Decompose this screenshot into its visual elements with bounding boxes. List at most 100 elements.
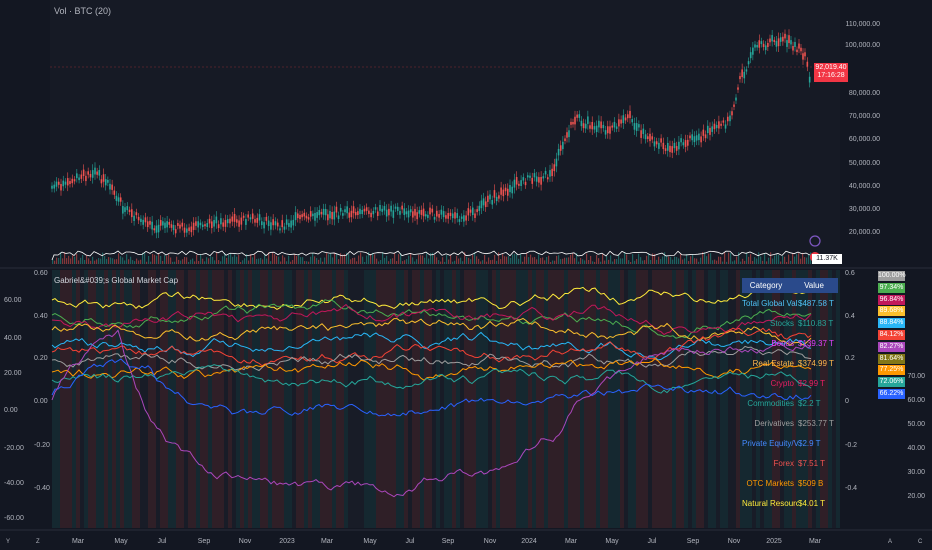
trend-stripe [272, 270, 276, 528]
alert-icon [809, 235, 821, 247]
candle [495, 196, 498, 202]
candle [689, 135, 691, 139]
volume-bar [690, 256, 692, 264]
mid-axis-label: -0.20 [34, 442, 50, 449]
table-row: Bonds $139.37 T [742, 333, 838, 353]
candle [69, 181, 71, 185]
time-axis-label: 2025 [766, 538, 782, 545]
volume-bar [646, 255, 648, 264]
candle [107, 179, 109, 183]
trend-stripe [368, 270, 372, 528]
candle [529, 175, 531, 178]
candle [270, 222, 272, 230]
volume-bar [778, 254, 780, 264]
volume-bar [764, 253, 766, 264]
trend-stripe [228, 270, 232, 528]
candle [94, 167, 96, 175]
trend-stripe [484, 270, 488, 528]
volume-bar [442, 257, 444, 264]
trend-stripe [344, 270, 348, 528]
candle [226, 219, 229, 224]
candle [354, 212, 357, 216]
trend-stripe [408, 270, 412, 528]
trend-stripe [248, 270, 252, 528]
candle [263, 222, 265, 229]
candle [796, 49, 798, 53]
candle [478, 205, 481, 211]
volume-bar [402, 261, 404, 264]
volume-bar [254, 254, 256, 264]
volume-bar [740, 261, 742, 264]
trend-stripe [240, 270, 244, 528]
candle [584, 123, 587, 129]
volume-bar [114, 259, 116, 264]
candle [316, 212, 318, 218]
trend-stripe [452, 270, 456, 528]
candle [786, 40, 788, 47]
time-axis-label: Nov [728, 538, 741, 545]
volume-bar [386, 255, 388, 264]
volume-bar [392, 258, 394, 264]
candle [651, 136, 654, 140]
candle [414, 208, 416, 216]
volume-bar [526, 252, 528, 264]
candle [100, 179, 103, 184]
candle [792, 46, 794, 51]
volume-bar [230, 253, 232, 264]
trend-stripe [492, 270, 496, 528]
candle [737, 87, 739, 90]
volume-bar [408, 255, 410, 264]
row-value: $2.99 T [798, 378, 825, 388]
volume-bar [688, 261, 690, 264]
volume-bar [52, 259, 54, 264]
volume-bar [536, 259, 538, 264]
candle [551, 168, 553, 177]
candle [749, 52, 752, 59]
volume-bar [470, 259, 472, 264]
volume-bar [548, 255, 550, 264]
candle [580, 120, 583, 127]
row-value: $253.77 T [798, 418, 834, 428]
right-axis-label: -0.4 [845, 485, 857, 492]
right-axis-label: 0.4 [845, 313, 855, 320]
candle [98, 170, 101, 176]
candle [629, 110, 631, 119]
candle [666, 142, 669, 151]
time-axis-label: May [363, 538, 377, 545]
volume-bar [108, 257, 110, 264]
trend-stripe [224, 270, 228, 528]
volume-bar [354, 257, 356, 264]
volume-bar [138, 260, 140, 264]
candle [188, 227, 190, 231]
volume-bar [660, 259, 662, 264]
candle [140, 218, 142, 223]
candle [715, 124, 718, 129]
table-row: Commodities $2.2 T [742, 393, 838, 413]
candle [240, 217, 243, 225]
volume-bar [716, 260, 718, 264]
volume-bar [414, 261, 416, 264]
trend-stripe [664, 270, 668, 528]
candle [236, 219, 238, 223]
candle [242, 215, 245, 218]
trend-stripe [276, 270, 280, 528]
volume-bar [186, 257, 188, 264]
volume-bar [590, 255, 592, 264]
candle [474, 213, 476, 218]
volume-bar [802, 252, 804, 264]
candle [245, 219, 247, 225]
candle [172, 224, 175, 231]
trend-stripe [604, 270, 608, 528]
trend-stripe [444, 270, 448, 528]
candle [224, 220, 227, 227]
far-axis-label: 70.00 [907, 373, 925, 380]
volume-bar [102, 252, 104, 264]
candle [720, 123, 722, 126]
candle [660, 138, 662, 143]
volume-bar [270, 261, 272, 264]
candle [320, 211, 323, 215]
volume-bar [274, 254, 276, 264]
candle [281, 220, 284, 228]
candle [335, 206, 338, 213]
